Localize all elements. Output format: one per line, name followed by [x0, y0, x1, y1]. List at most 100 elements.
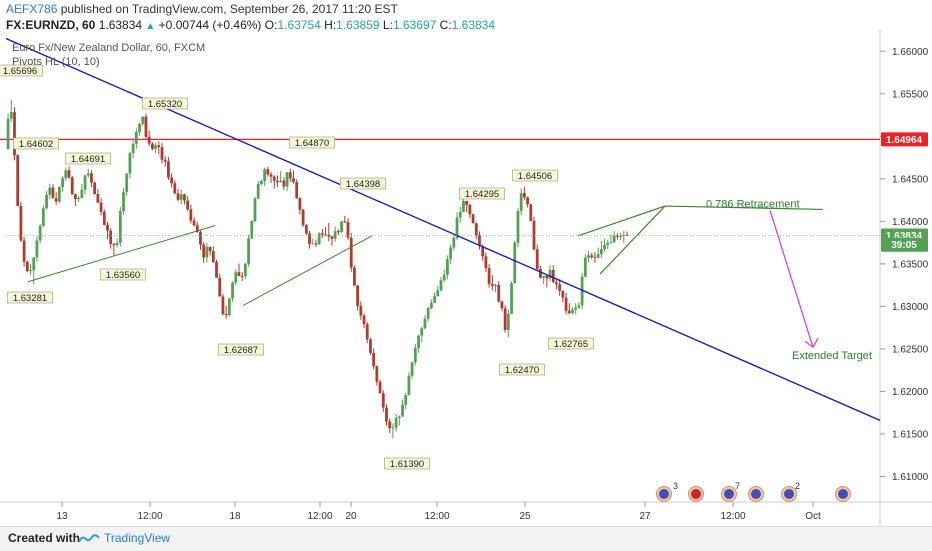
candle-body: [218, 277, 222, 297]
open-label: O:: [264, 18, 278, 32]
candle-body: [452, 238, 456, 248]
candle-body: [224, 314, 228, 316]
wedge-lower-line[interactable]: [599, 205, 666, 275]
price-tag-label: 1.63834: [886, 231, 923, 242]
candle-body: [433, 296, 436, 303]
candlestick-chart[interactable]: 1.65696 1.64602 1.64691 1.65320 1.64870 1.643…: [0, 0, 932, 526]
pivot-label-box: [289, 136, 335, 149]
footer-bar: Created with TradingView: [0, 526, 932, 551]
candle-body: [282, 180, 286, 187]
price-axis[interactable]: 1.660001.655001.650001.645001.640001.635…: [6, 47, 929, 483]
x-tick-label: 12:00: [720, 511, 745, 522]
candle-body: [154, 145, 157, 149]
candle-body: [167, 161, 170, 178]
candle-body: [545, 275, 549, 279]
event-flag-inner-icon: [838, 489, 848, 499]
tradingview-brand[interactable]: TradingView: [104, 531, 171, 545]
retracement-line[interactable]: [664, 205, 824, 211]
high-label: H:: [324, 18, 337, 32]
candle-body: [474, 223, 478, 236]
candle-body: [429, 302, 433, 308]
pivot-label: 1.63560: [106, 270, 140, 281]
candle-body: [599, 249, 603, 255]
candle-body: [38, 226, 42, 241]
candle-body: [336, 231, 340, 233]
author-link[interactable]: AEFX786: [6, 2, 58, 16]
y-tick-label: 1.63000: [892, 302, 929, 313]
candle-body: [125, 173, 129, 192]
candle-body: [83, 175, 87, 190]
candle-body: [417, 335, 420, 348]
candle-body: [551, 269, 555, 283]
x-tick-label: 12:00: [424, 511, 449, 522]
candle-body: [471, 214, 475, 224]
y-tick-label: 1.61500: [892, 429, 929, 440]
candle-body: [134, 131, 138, 144]
pivot-label: 1.64506: [518, 171, 552, 182]
support-trendline-1[interactable]: [27, 225, 216, 283]
candle-body: [48, 187, 52, 195]
candle-body: [106, 224, 109, 231]
candle-body: [442, 274, 446, 281]
candle-body: [526, 197, 529, 205]
pivot-label-box: [512, 169, 558, 182]
candle-body: [449, 247, 453, 260]
candle-body: [413, 347, 417, 363]
candle-body: [6, 118, 10, 150]
retracement-annotation: 0.786 Retracement: [706, 199, 800, 211]
candle-body: [330, 236, 334, 239]
candle-body: [394, 418, 398, 428]
target-arrow-head[interactable]: [804, 337, 819, 349]
candle-body: [285, 172, 289, 187]
price-tag-box: [881, 237, 928, 252]
candle-body: [35, 240, 39, 258]
candle-body: [237, 272, 241, 276]
created-with-text: Created with: [8, 531, 81, 545]
candle-body: [19, 205, 23, 241]
candle-body: [150, 143, 154, 149]
candle-body: [426, 307, 430, 319]
series-title[interactable]: Euro Fx/New Zealand Dollar, 60, FXCM: [12, 42, 206, 54]
candle-body: [25, 261, 29, 272]
candle-body: [109, 230, 113, 244]
indicator-title[interactable]: Pivots HL (10, 10): [12, 56, 100, 68]
candle-body: [410, 362, 414, 376]
pivot-label-box: [218, 343, 264, 356]
pivot-label-box: [142, 97, 188, 110]
symbol[interactable]: FX:EURNZD, 60: [6, 18, 96, 32]
candle-body: [61, 178, 64, 188]
candle-body: [260, 181, 263, 184]
y-tick-label: 1.63500: [892, 259, 929, 270]
candle-body: [54, 198, 58, 202]
price-change: +0.00744 (+0.46%): [158, 18, 262, 32]
candle-body: [365, 324, 369, 340]
pivot-label-box: [7, 291, 53, 304]
candle-body: [250, 221, 254, 239]
low-value: 1.63697: [392, 18, 437, 32]
candle-body: [292, 178, 295, 182]
candle-body: [423, 318, 427, 329]
candle-body: [391, 427, 395, 429]
candle-body: [577, 305, 581, 308]
time-axis[interactable]: 13 12:00 18 12:00 20 12:00 25 27 12:00 Oct: [56, 502, 821, 522]
candle-body: [128, 152, 132, 174]
wedge-upper-line[interactable]: [577, 205, 666, 237]
candle-body: [320, 233, 324, 235]
event-flag-inner-icon: [691, 489, 701, 499]
target-arrow-shaft[interactable]: [769, 210, 814, 348]
candle-body: [208, 246, 212, 252]
x-tick-label: 12:00: [137, 511, 162, 522]
high-value: 1.63859: [336, 18, 380, 32]
candle-body: [583, 257, 587, 277]
candle-body: [234, 272, 238, 283]
candle-body: [372, 352, 376, 367]
candle-body: [183, 194, 186, 201]
candle-body: [420, 328, 424, 336]
tradingview-logo-icon[interactable]: [78, 533, 100, 545]
candle-body: [539, 268, 542, 278]
candle-body: [327, 234, 331, 237]
event-icons[interactable]: 3 7 2: [656, 481, 851, 502]
event-flag-inner-icon: [784, 489, 794, 499]
candle-body: [77, 198, 81, 200]
support-trendline-2[interactable]: [242, 235, 373, 306]
